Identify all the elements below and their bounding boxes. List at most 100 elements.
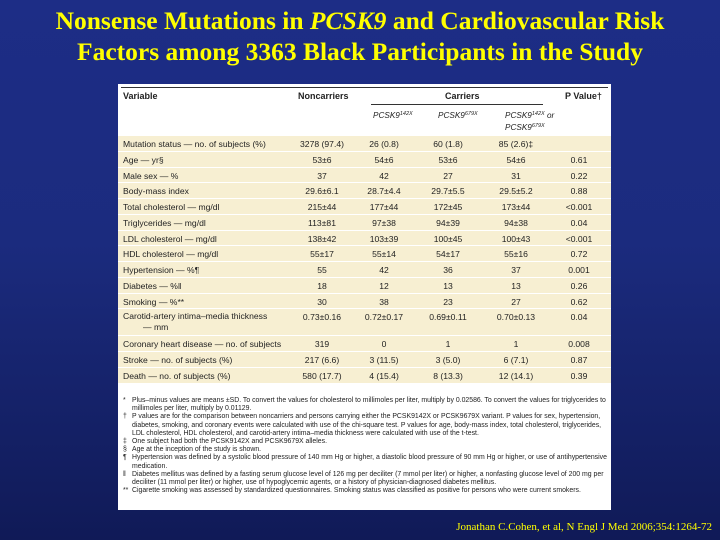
row-value: 29.6±6.1	[305, 186, 339, 197]
row-value: 580 (17.7)	[302, 370, 342, 381]
row-value: 0.61	[570, 154, 588, 165]
footnote: ‡ One subject had both the PCSK9142X and …	[123, 438, 327, 446]
header-noncarriers: Noncarriers	[298, 91, 349, 101]
row-value: 177±44	[369, 202, 399, 212]
row-value: 103±39	[369, 233, 399, 244]
row-value: 100±43	[501, 233, 531, 244]
row-label: Hypertension — %¶	[123, 265, 200, 275]
row-label: Death — no. of subjects (%)	[123, 370, 231, 381]
table-row: Triglycerides — mg/dl 113±81 97±38 94±39 94±…	[118, 215, 611, 231]
row-value: 0.39	[570, 370, 588, 381]
row-value: 138±42	[307, 233, 337, 244]
row-value: 53±6	[438, 154, 458, 165]
slide-title: Nonsense Mutations in PCSK9 and Cardiova…	[0, 5, 720, 67]
row-value: 85 (2.6)‡	[498, 139, 534, 149]
row-value: 26 (0.8)	[369, 139, 399, 149]
footnote: * Plus–minus values are means ±SD. To con…	[123, 397, 606, 413]
row-value: 42	[379, 265, 389, 275]
row-label: Smoking — %**	[123, 296, 185, 307]
row-value: 319	[314, 339, 330, 350]
row-label: Age — yr§	[123, 154, 164, 165]
row-label: Stroke — no. of subjects (%)	[123, 355, 233, 365]
title-gene-name: PCSK9	[309, 6, 387, 35]
row-value: 0.72	[570, 249, 588, 260]
table-row: Death — no. of subjects (%) 580 (17.7) 4 (…	[118, 368, 611, 384]
row-value: 0.008	[568, 339, 590, 350]
row-label: Total cholesterol — mg/dl	[123, 202, 220, 212]
table-row: Coronary heart disease — no. of subjects…	[118, 336, 611, 352]
row-value: 55±14	[372, 249, 396, 260]
footnote: ¶ Hypertension was defined by a systolic …	[123, 454, 607, 470]
row-value: 94±39	[436, 217, 460, 228]
row-value: 0.88	[570, 186, 588, 197]
row-value: 13	[443, 280, 453, 291]
row-value: 60 (1.8)	[433, 139, 463, 149]
row-value: 54±6	[374, 154, 394, 165]
row-value: 38	[379, 296, 389, 307]
row-value: 30	[317, 296, 327, 307]
footnote: † P values are for the comparison between…	[123, 413, 602, 437]
row-label: LDL cholesterol — mg/dl	[123, 233, 217, 244]
title-text-pre: Nonsense Mutations in	[55, 6, 310, 35]
carriers-span-rule	[371, 104, 543, 105]
header-carriers-either: PCSK9142X or PCSK9679X	[505, 111, 555, 132]
row-value: 1	[445, 339, 451, 350]
row-value: 0.001	[568, 265, 590, 275]
row-value: 4 (15.4)	[369, 370, 399, 381]
header-carriers: Carriers	[445, 91, 480, 101]
slide-title-line-1: Nonsense Mutations in PCSK9 and Cardiova…	[0, 5, 720, 36]
row-value: 54±6	[506, 154, 526, 165]
table-row: Male sex — % 37 42 27 31 0.22	[118, 168, 611, 184]
header-carriers-679x: PCSK9679X	[438, 111, 478, 120]
row-value: 0.87	[570, 355, 588, 365]
row-value: 31	[511, 170, 521, 181]
header-p-value: P Value†	[565, 91, 602, 101]
table-row: Smoking — %** 30 38 23 27 0.62	[118, 294, 611, 310]
footnote: ‖ Diabetes mellitus was defined by a fast…	[123, 470, 604, 487]
table-row: Diabetes — %‖ 18 12 13 13 0.26	[118, 278, 611, 294]
footnotes: * Plus–minus values are means ±SD. To con…	[118, 397, 611, 495]
row-value: 8 (13.3)	[433, 370, 463, 381]
footnote: ** Cigarette smoking was assessed by stan…	[123, 487, 581, 495]
row-value: 28.7±4.4	[367, 186, 401, 197]
row-value: 36	[443, 265, 453, 275]
row-value: 0.62	[570, 296, 588, 307]
row-value: 0.22	[570, 170, 588, 181]
row-label: Male sex — %	[123, 170, 179, 181]
row-value: 23	[443, 296, 453, 307]
row-value: 3 (5.0)	[435, 355, 461, 365]
row-value: 217 (6.6)	[304, 355, 340, 365]
table-header: Variable Noncarriers Carriers P Value† P…	[118, 84, 611, 136]
row-label: HDL cholesterol — mg/dl	[123, 249, 219, 260]
row-value: 12	[379, 280, 389, 291]
row-value: 0.73±0.16	[302, 312, 342, 323]
row-value: 13	[511, 280, 521, 291]
row-label: Carotid-artery intima–media thickness — m…	[123, 311, 268, 333]
row-value: 27	[443, 170, 453, 181]
table-row: Stroke — no. of subjects (%) 217 (6.6) 3 (…	[118, 352, 611, 368]
row-value: 173±44	[501, 202, 531, 212]
row-value: 0.04	[570, 312, 588, 323]
row-value: 37	[511, 265, 521, 275]
header-variable: Variable	[123, 91, 158, 101]
table-body: Mutation status — no. of subjects (%) 327…	[118, 136, 611, 384]
row-label: Diabetes — %‖	[123, 280, 182, 291]
row-value: <0.001	[565, 233, 593, 244]
table-row: Body-mass index 29.6±6.1 28.7±4.4 29.7±5.5 2…	[118, 183, 611, 199]
footnote: § Age at the inception of the study is sh…	[123, 446, 262, 454]
row-label: Mutation status — no. of subjects (%)	[123, 139, 266, 149]
header-top-rule	[121, 87, 608, 88]
row-value: 0.26	[570, 280, 588, 291]
slide-title-line-2: Factors among 3363 Black Participants in…	[77, 37, 643, 66]
row-value: 29.7±5.5	[431, 186, 465, 197]
row-value: 97±38	[372, 217, 396, 228]
header-carriers-142x: PCSK9142X	[373, 111, 413, 120]
row-value: 55	[317, 265, 327, 275]
table-row: Carotid-artery intima–media thickness — m…	[118, 309, 611, 337]
row-value: 55±16	[504, 249, 528, 260]
row-value: 172±45	[433, 202, 463, 212]
row-value: 215±44	[307, 202, 337, 212]
row-value: 1	[513, 339, 519, 350]
row-value: 3 (11.5)	[369, 355, 399, 365]
row-value: 3278 (97.4)	[300, 139, 344, 149]
